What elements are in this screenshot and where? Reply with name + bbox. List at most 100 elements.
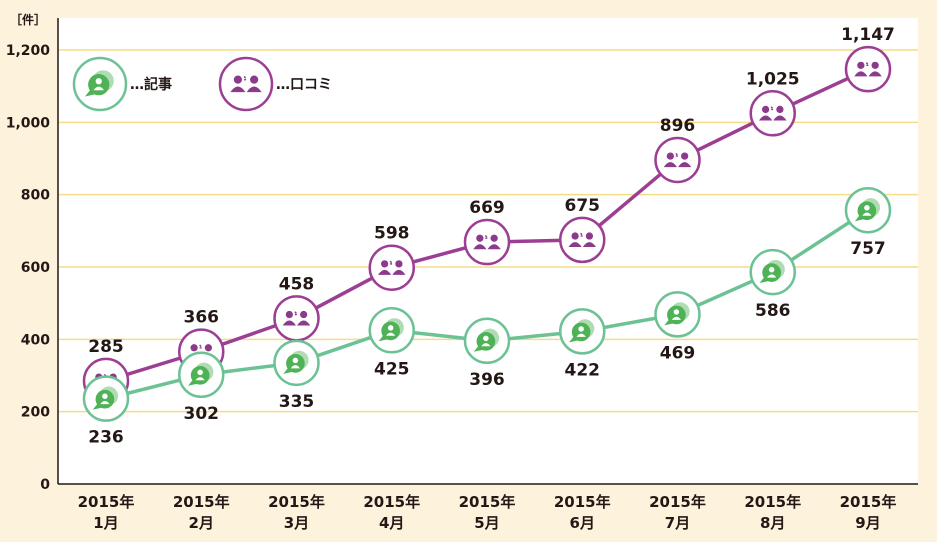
talk-marks (675, 152, 678, 157)
series-markers (82, 45, 892, 422)
data-point-marker (273, 295, 320, 342)
person-body (481, 343, 491, 347)
talk-marks (484, 234, 488, 239)
legend-label: …口コミ (276, 77, 332, 93)
person-body (297, 320, 311, 326)
x-tick-label-month: 7月 (665, 514, 690, 532)
person-head (666, 152, 674, 160)
person-head (95, 78, 102, 85)
chat-bubble-front (476, 331, 496, 351)
person-head (387, 325, 394, 331)
data-point-marker (463, 317, 511, 365)
legend-marker (218, 56, 274, 112)
data-label: 598 (374, 224, 410, 244)
person-body (868, 71, 882, 77)
person-body (862, 212, 872, 216)
person-head (476, 234, 484, 242)
y-tick-label: 1,000 (6, 115, 51, 131)
data-label: 396 (469, 370, 505, 390)
x-tick-label-year: 2015年 (649, 493, 706, 511)
data-label: 586 (755, 301, 791, 321)
talk-marks (199, 344, 202, 349)
person-body (473, 244, 487, 250)
data-point-marker (559, 216, 606, 264)
person-head (585, 232, 594, 240)
chat-bubble-front (381, 321, 400, 341)
person-head (571, 232, 579, 240)
y-tick-label: 600 (21, 260, 50, 276)
person-body (582, 242, 596, 248)
legend-item-1: …口コミ (218, 56, 332, 112)
person-head (285, 310, 293, 319)
talk-marks (580, 232, 583, 237)
person-body (487, 244, 501, 250)
x-tick-label-month: 8月 (760, 514, 785, 532)
person-body (759, 115, 773, 121)
chat-bubble-front (857, 201, 877, 221)
data-label: 335 (279, 392, 315, 412)
chat-bubble-front (88, 74, 110, 96)
x-tick-label-month: 2月 (189, 514, 214, 532)
person-head (776, 105, 784, 114)
chat-bubble-tail (854, 215, 865, 222)
person-body (195, 377, 205, 381)
person-body (246, 86, 262, 93)
y-tick-label: 1,200 (6, 43, 51, 59)
chat-bubble-tail (473, 346, 484, 352)
x-tick-label-month: 9月 (855, 514, 880, 532)
y-tick-label: 200 (21, 405, 50, 421)
marker-circle (559, 216, 606, 264)
data-label: 458 (279, 274, 315, 294)
person-head (250, 75, 259, 84)
chat-bubble-tail (92, 404, 103, 410)
legend-item-0: …記事 (72, 56, 172, 112)
legend-label: …記事 (130, 76, 172, 93)
data-point-marker (844, 186, 892, 234)
x-tick-label-year: 2015年 (744, 493, 801, 511)
person-body (100, 400, 110, 405)
data-point-marker (368, 307, 415, 354)
marker-circle (273, 295, 320, 342)
data-point-marker (368, 244, 415, 291)
person-body (773, 115, 787, 121)
marker-circle (844, 45, 892, 93)
person-head (233, 75, 242, 84)
person-head (857, 61, 865, 69)
data-label: 236 (88, 428, 124, 448)
legend: …記事 …口コミ (72, 56, 332, 112)
chat-bubble-tail (85, 90, 97, 97)
x-tick-label-year: 2015年 (363, 493, 420, 511)
data-point-marker (749, 90, 796, 137)
x-tick-label-year: 2015年 (840, 493, 897, 511)
data-label: 675 (565, 196, 601, 216)
data-label: 469 (660, 343, 696, 363)
chat-bubble-tail (569, 336, 579, 343)
x-tick-label-year: 2015年 (78, 493, 135, 511)
person-head (761, 105, 770, 114)
data-point-marker (844, 45, 892, 93)
talk-marks (389, 260, 393, 265)
x-tick-label-year: 2015年 (554, 493, 611, 511)
chat-bubble-front (190, 365, 210, 385)
x-tick-label-month: 4月 (379, 514, 404, 532)
data-label: 896 (660, 116, 696, 136)
person-head (190, 344, 198, 352)
person-body (378, 269, 392, 275)
data-point-marker (749, 248, 796, 296)
data-point-marker (178, 351, 225, 399)
person-head (871, 61, 879, 69)
person-body (386, 332, 396, 336)
legend-marker-circle (218, 56, 274, 112)
chat-bubble-front (286, 354, 305, 373)
chat-bubble-tail (759, 277, 770, 284)
person-body (678, 162, 692, 168)
data-labels: 285 366 458 598 669 675 896 1,025 1,147 236 302 335… (88, 25, 895, 447)
marker-circle (749, 90, 796, 137)
x-tick-labels: 2015年 1月 2015年 2月 2015年 3月 2015年 4月 2015年 5月 2015年… (78, 493, 897, 532)
person-head (768, 266, 775, 273)
data-point-marker (654, 291, 701, 338)
talk-marks (294, 311, 297, 316)
chat-bubble-front (762, 263, 782, 282)
data-point-marker (82, 375, 130, 422)
